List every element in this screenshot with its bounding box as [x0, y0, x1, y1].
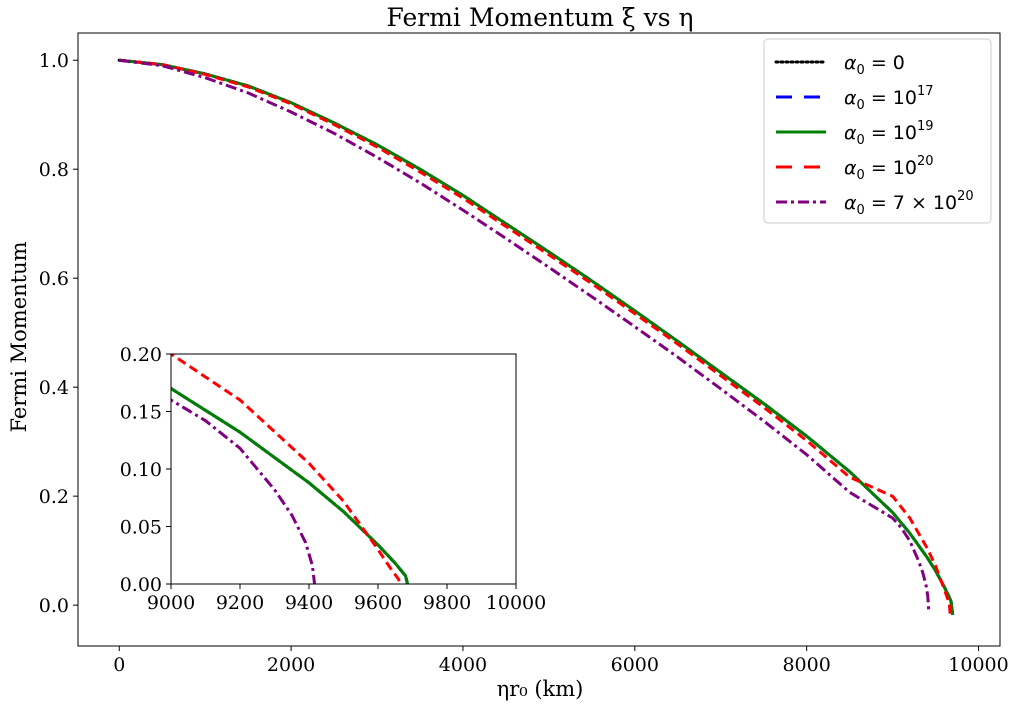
- inset-y-tick-label: 0.00: [120, 574, 162, 596]
- x-axis-label: ηr₀ (km): [497, 677, 584, 701]
- main-plot-series: [117, 58, 955, 617]
- inset-series-line-2: [171, 386, 410, 584]
- legend-label-1: α0 = 1017: [844, 84, 934, 113]
- inset-x-tick-label: 9800: [423, 592, 471, 614]
- inset-y-tick-label: 0.15: [120, 402, 162, 424]
- legend-label-2: α0 = 1019: [844, 119, 934, 148]
- inset-y-tick-label: 0.20: [120, 344, 162, 366]
- main-y-tick-label: 1.0: [39, 50, 69, 72]
- inset-y-tick-label: 0.05: [120, 517, 162, 539]
- legend-box: [763, 38, 992, 224]
- main-y-tick-label: 0.6: [39, 268, 69, 290]
- inset-y-tick-label: 0.10: [120, 459, 162, 481]
- inset-x-tick-label: 9000: [147, 592, 195, 614]
- inset-plot-series: [171, 354, 410, 584]
- legend-label-4: α0 = 7 × 1020: [844, 189, 974, 218]
- inset-ticks: 9000 9200 9400 9600 9800 10000 0.00 0.05 0.10 0.1…: [120, 344, 547, 614]
- inset-x-tick-label: 9200: [216, 592, 264, 614]
- main-y-tick-label: 0.8: [39, 159, 69, 181]
- main-y-tick-label: 0.0: [39, 595, 69, 617]
- main-x-tick-label: 10000: [948, 654, 1008, 676]
- y-axis-label: Fermi Momentum: [7, 241, 31, 432]
- main-series-line-4: [119, 58, 931, 611]
- main-ticks: 0 2000 4000 6000 8000 10000 0.0 0.2 0.4 0.6 0.8 1.0: [39, 50, 1009, 676]
- main-x-tick-label: 0: [113, 654, 125, 676]
- legend-label-0: α0 = 0: [844, 52, 905, 78]
- chart-title: Fermi Momentum ξ vs η: [386, 3, 693, 32]
- main-axes-frame: [77, 32, 1001, 647]
- inset-x-tick-label: 9400: [285, 592, 333, 614]
- main-y-tick-label: 0.2: [39, 486, 69, 508]
- inset-background: [171, 354, 516, 584]
- main-x-tick-label: 2000: [267, 654, 315, 676]
- main-y-tick-label: 0.4: [39, 377, 69, 399]
- main-x-tick-label: 8000: [782, 654, 830, 676]
- main-series-line-3: [119, 58, 952, 616]
- legend: α0 = 0 α0 = 1017 α0 = 1019 α0 = 1020 α0 = 7 …: [763, 38, 992, 224]
- inset-series-line-3: [171, 354, 401, 584]
- main-x-tick-label: 4000: [439, 654, 487, 676]
- inset-x-tick-label: 9600: [354, 592, 402, 614]
- main-x-tick-label: 6000: [611, 654, 659, 676]
- inset-series-line-4: [171, 398, 317, 584]
- inset-x-tick-label: 10000: [486, 592, 546, 614]
- legend-label-3: α0 = 1020: [844, 154, 934, 183]
